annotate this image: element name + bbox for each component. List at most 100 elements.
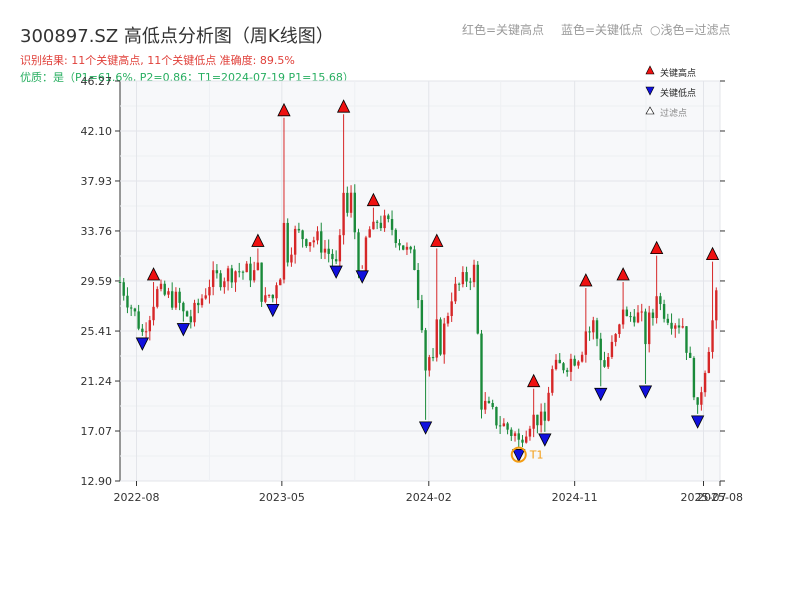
candle-body [525, 436, 528, 443]
markers: T1 [135, 99, 720, 463]
candle-body [484, 400, 487, 410]
candle-body [588, 331, 591, 333]
xtick-label: 2024-02 [406, 491, 452, 504]
key-low-marker [512, 449, 526, 463]
legend-low-label: 关键低点 [660, 87, 696, 99]
candle-body [510, 429, 513, 436]
candle-body [685, 326, 688, 353]
key-low-marker [176, 323, 191, 337]
candle-body [431, 357, 435, 359]
key-high-marker [527, 373, 541, 388]
ytick-label: 21.24 [81, 375, 113, 388]
candle-body [636, 312, 640, 323]
candle-body [457, 283, 461, 285]
candle-body [551, 369, 554, 393]
candle-body [238, 271, 241, 273]
candle-body [249, 263, 252, 281]
candle-body [137, 311, 140, 329]
candle-body [398, 243, 401, 246]
candle-body [469, 281, 472, 283]
candle-body [215, 270, 219, 274]
candle-body [566, 370, 569, 372]
candle-body [502, 423, 506, 427]
key-low-marker [538, 433, 552, 447]
candle-body [267, 294, 271, 296]
ytick-label: 29.59 [81, 275, 113, 288]
candle-body [558, 359, 561, 364]
key-high-marker [579, 273, 593, 287]
candle-body [554, 359, 558, 370]
candle-body [200, 298, 204, 306]
ytick-label: 17.07 [81, 425, 113, 438]
candle-body [513, 433, 517, 436]
candle-body [621, 309, 625, 325]
candle-body [536, 414, 539, 426]
candle-body [629, 316, 632, 318]
key-low-marker [135, 337, 150, 351]
candle-body [487, 400, 491, 404]
candle-body [498, 425, 502, 427]
candle-body [443, 323, 446, 355]
ytick-label: 25.41 [81, 325, 113, 338]
candle-body [234, 271, 237, 283]
candle-body [625, 309, 629, 317]
candle-body [640, 311, 643, 313]
legend-filtered-label: 过滤点 [660, 107, 687, 119]
xtick-label: 2025-07 [681, 491, 727, 504]
candle-body [603, 360, 606, 367]
candle-body [461, 272, 465, 285]
candle-body [562, 363, 565, 371]
xtick-label: 2024-11 [552, 491, 598, 504]
candle-body [342, 192, 345, 236]
candle-body [692, 357, 696, 398]
candle-body [290, 254, 293, 263]
candle-body [223, 281, 226, 288]
candle-body [219, 273, 222, 288]
candle-body [279, 279, 282, 286]
xtick-label: 2022-08 [114, 491, 160, 504]
candle-body [320, 231, 323, 253]
ytick-label: 33.76 [81, 225, 113, 238]
candle-body [577, 361, 580, 366]
candle-body [595, 320, 599, 339]
t1-label: T1 [529, 449, 544, 462]
candle-body [241, 271, 245, 273]
candle-body [715, 290, 718, 321]
candle-body [271, 294, 274, 299]
candle-body [144, 331, 148, 333]
candle-body [517, 433, 520, 440]
candle-body [185, 311, 189, 317]
candle-body [118, 282, 122, 284]
candle-body [305, 239, 308, 247]
candle-body [129, 307, 133, 309]
candle-body [402, 245, 405, 250]
key-high-marker [336, 99, 351, 113]
candle-body [606, 357, 610, 367]
candle-body [677, 325, 681, 328]
candle-body [208, 286, 211, 296]
candle-body [633, 316, 636, 323]
candle-body [580, 354, 584, 362]
key-low-marker [638, 385, 653, 399]
candle-body [547, 392, 550, 421]
key-high-marker [649, 240, 664, 255]
result-summary: 识别结果: 11个关键高点, 11个关键低点 准确度: 89.5% [20, 54, 295, 67]
xtick-label: 2025-08 [697, 491, 743, 504]
candle-body [364, 237, 368, 272]
candle-body [372, 221, 375, 230]
candle-body [301, 230, 304, 240]
candle-body [495, 406, 498, 426]
candle-body [409, 246, 412, 250]
ytick-label: 12.90 [81, 475, 113, 488]
candle-body [651, 312, 655, 319]
candle-body [465, 272, 468, 282]
candle-body [252, 270, 256, 281]
candle-body [293, 228, 297, 255]
candle-body [539, 411, 543, 426]
candle-body [506, 423, 509, 430]
candle-body [450, 301, 453, 317]
candle-body [204, 295, 207, 299]
legend: 关键高点 关键低点 过滤点 [645, 65, 696, 119]
candle-body [197, 302, 200, 306]
candle-body [703, 372, 707, 393]
